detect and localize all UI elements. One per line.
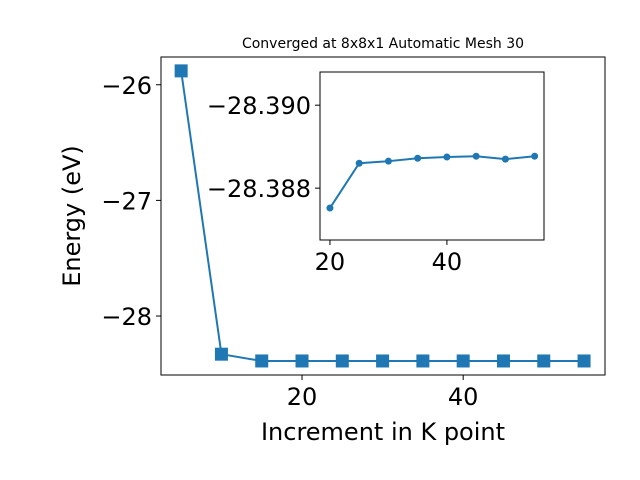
y-tick-label: −28.390	[207, 92, 311, 120]
marker	[255, 354, 269, 368]
marker	[335, 354, 349, 368]
x-tick-label: 20	[287, 383, 318, 411]
chart-title: Converged at 8x8x1 Automatic Mesh 30	[242, 36, 524, 52]
marker	[537, 354, 551, 368]
marker	[414, 154, 422, 162]
marker	[531, 152, 539, 160]
marker	[416, 354, 430, 368]
marker	[384, 157, 392, 165]
marker	[355, 159, 363, 167]
marker	[577, 354, 591, 368]
marker	[214, 347, 228, 361]
marker	[376, 354, 390, 368]
marker	[174, 64, 188, 78]
marker	[443, 153, 451, 161]
y-tick-label: −26	[101, 72, 152, 100]
marker	[295, 354, 309, 368]
plot-area	[319, 71, 545, 241]
y-tick-label: −27	[101, 187, 152, 215]
series-line	[329, 155, 535, 209]
marker	[472, 152, 480, 160]
x-tick-label: 40	[448, 383, 479, 411]
x-tick-label: 20	[315, 248, 346, 276]
y-tick-label: −28	[101, 303, 152, 331]
y-tick-label: −28.388	[207, 175, 311, 203]
marker	[496, 354, 510, 368]
y-axis-label: Energy (eV)	[58, 145, 86, 287]
marker	[501, 155, 509, 163]
marker	[456, 354, 470, 368]
x-tick-label: 40	[432, 248, 463, 276]
marker	[326, 204, 334, 212]
x-axis-label: Increment in K point	[261, 418, 505, 446]
